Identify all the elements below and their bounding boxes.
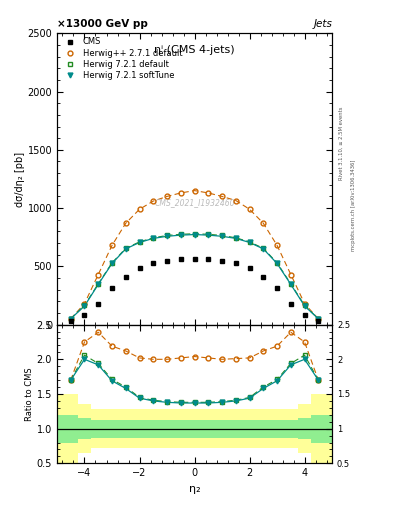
Line: Herwig 7.2.1 softTune: Herwig 7.2.1 softTune [68,232,321,321]
Herwig 7.2.1 softTune [233,236,238,242]
Herwig 7.2.1 default [137,239,142,245]
Herwig 7.2.1 softTune [206,232,211,238]
CMS [110,285,114,291]
Herwig 7.2.1 default [110,260,114,266]
Herwig++ 2.7.1 default [302,301,307,307]
Herwig 7.2.1 softTune [68,316,73,322]
CMS [247,265,252,271]
Herwig 7.2.1 default [151,234,156,241]
Text: mcplots.cern.ch [arXiv:1306.3436]: mcplots.cern.ch [arXiv:1306.3436] [351,159,356,250]
Line: Herwig++ 2.7.1 default: Herwig++ 2.7.1 default [68,188,321,321]
Herwig 7.2.1 default [247,239,252,245]
Herwig++ 2.7.1 default [233,198,238,204]
CMS [316,318,321,324]
Herwig 7.2.1 default [316,316,321,322]
CMS [261,274,266,280]
Herwig++ 2.7.1 default [206,190,211,196]
CMS [123,274,128,280]
Herwig++ 2.7.1 default [165,194,169,200]
Herwig 7.2.1 default [178,231,183,238]
Herwig 7.2.1 default [233,234,238,241]
Herwig++ 2.7.1 default [192,187,197,194]
Herwig 7.2.1 softTune [110,261,114,267]
Herwig++ 2.7.1 default [137,206,142,212]
Herwig++ 2.7.1 default [275,242,279,248]
CMS [206,257,211,263]
Herwig++ 2.7.1 default [220,194,224,200]
Herwig++ 2.7.1 default [288,271,293,278]
CMS [68,318,73,324]
CMS [178,257,183,263]
Herwig 7.2.1 default [68,316,73,322]
Herwig 7.2.1 softTune [302,303,307,309]
Y-axis label: dσ/dη₂ [pb]: dσ/dη₂ [pb] [15,152,25,206]
Herwig 7.2.1 softTune [96,282,101,288]
Text: ×13000 GeV pp: ×13000 GeV pp [57,19,148,29]
CMS [233,260,238,266]
Herwig 7.2.1 default [220,232,224,239]
Text: Rivet 3.1.10, ≥ 2.5M events: Rivet 3.1.10, ≥ 2.5M events [339,106,344,180]
CMS [82,312,87,318]
CMS [137,265,142,271]
Herwig++ 2.7.1 default [247,206,252,212]
Herwig 7.2.1 softTune [165,233,169,240]
CMS [275,285,279,291]
Line: Herwig 7.2.1 default: Herwig 7.2.1 default [68,231,321,321]
Line: CMS: CMS [68,257,321,324]
Herwig++ 2.7.1 default [123,220,128,226]
X-axis label: η₂: η₂ [189,484,200,494]
Herwig 7.2.1 default [165,232,169,239]
CMS [302,312,307,318]
Herwig++ 2.7.1 default [96,271,101,278]
Herwig++ 2.7.1 default [68,316,73,322]
Herwig 7.2.1 default [96,281,101,287]
Herwig++ 2.7.1 default [316,316,321,322]
Herwig 7.2.1 softTune [316,316,321,322]
Herwig 7.2.1 softTune [261,246,266,252]
CMS [151,260,156,266]
Herwig++ 2.7.1 default [178,190,183,196]
Herwig 7.2.1 default [82,302,87,308]
Herwig 7.2.1 default [123,245,128,251]
Herwig 7.2.1 default [192,230,197,237]
Herwig++ 2.7.1 default [151,198,156,204]
Herwig 7.2.1 softTune [288,282,293,288]
CMS [96,301,101,307]
Herwig 7.2.1 softTune [275,261,279,267]
Herwig 7.2.1 softTune [137,240,142,246]
Text: ηⁱ (CMS 4-jets): ηⁱ (CMS 4-jets) [154,45,235,55]
Herwig++ 2.7.1 default [110,242,114,248]
Herwig 7.2.1 softTune [247,240,252,246]
Y-axis label: Ratio to CMS: Ratio to CMS [25,367,34,421]
Herwig 7.2.1 softTune [82,303,87,309]
Herwig 7.2.1 softTune [123,246,128,252]
Herwig 7.2.1 softTune [178,232,183,238]
Text: Jets: Jets [313,19,332,29]
Herwig 7.2.1 default [302,302,307,308]
Herwig 7.2.1 softTune [192,231,197,238]
Herwig 7.2.1 softTune [220,233,224,240]
CMS [288,301,293,307]
Herwig 7.2.1 default [261,245,266,251]
Herwig 7.2.1 default [275,260,279,266]
Herwig++ 2.7.1 default [261,220,266,226]
Herwig++ 2.7.1 default [82,301,87,307]
Herwig 7.2.1 default [288,281,293,287]
Herwig 7.2.1 default [206,231,211,238]
CMS [165,258,169,264]
CMS [192,255,197,262]
Text: CMS_2021_I1932460: CMS_2021_I1932460 [154,198,235,207]
CMS [220,258,224,264]
Legend: CMS, Herwig++ 2.7.1 default, Herwig 7.2.1 default, Herwig 7.2.1 softTune: CMS, Herwig++ 2.7.1 default, Herwig 7.2.… [59,36,184,81]
Herwig 7.2.1 softTune [151,236,156,242]
